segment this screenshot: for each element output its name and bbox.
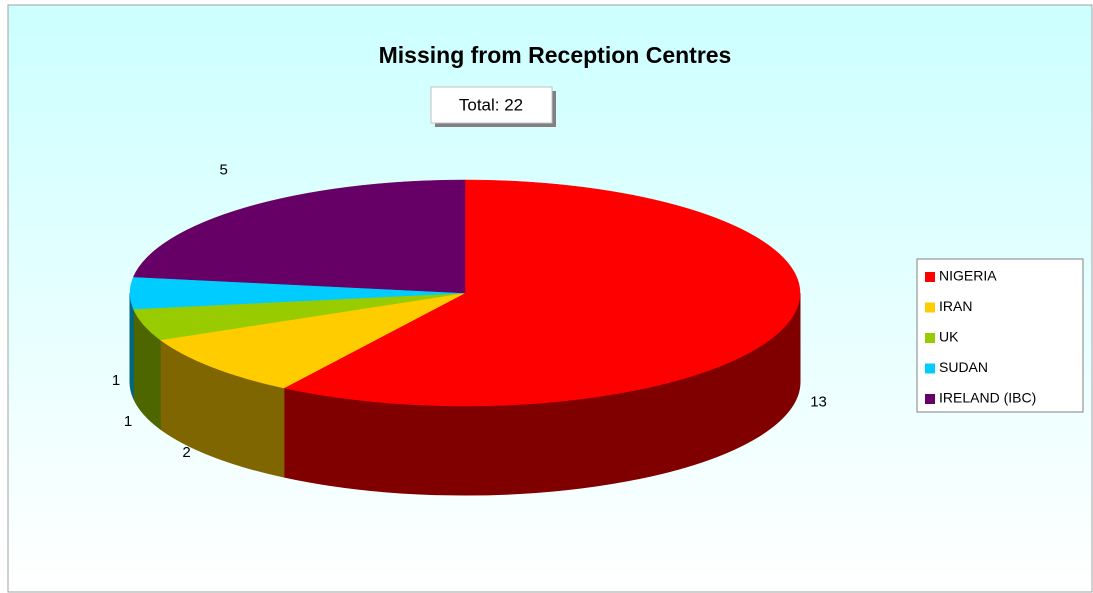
slice	[159, 292, 466, 389]
slice	[283, 179, 801, 407]
data-label: 5	[220, 161, 228, 178]
slice	[133, 179, 466, 294]
slice-side	[129, 292, 134, 399]
chart-title: Missing from Reception Centres	[379, 42, 732, 68]
data-label: 1	[112, 372, 120, 389]
legend-swatch	[925, 333, 935, 343]
legend-label: UK	[939, 329, 959, 345]
legend-label: NIGERIA	[939, 268, 997, 284]
legend-label: IRELAND (IBC)	[939, 390, 1036, 406]
legend-label: IRAN	[939, 298, 972, 314]
legend-swatch	[925, 394, 935, 404]
legend-swatch	[925, 272, 935, 282]
annotation-box	[430, 86, 553, 124]
annotation: Total: 22	[459, 95, 523, 114]
legend-swatch	[925, 363, 935, 374]
legend-box	[916, 258, 1084, 413]
legend-swatch	[925, 302, 935, 313]
data-label: 13	[810, 393, 827, 410]
data-label: 2	[182, 444, 190, 461]
data-label: 1	[124, 413, 132, 430]
legend-label: SUDAN	[939, 359, 988, 375]
